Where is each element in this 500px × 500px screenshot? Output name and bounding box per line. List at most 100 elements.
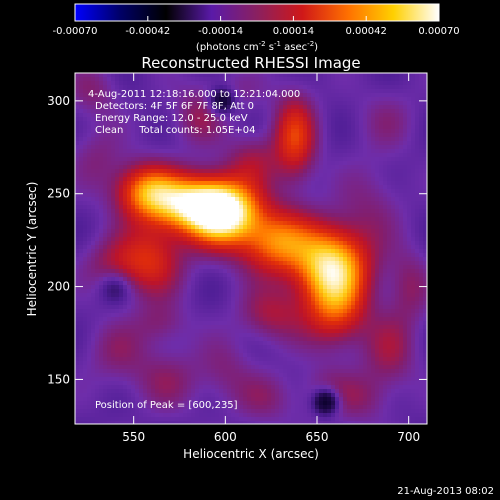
heatmap-cell: [259, 293, 264, 298]
heatmap-cell: [99, 193, 104, 198]
heatmap-cell: [111, 229, 116, 234]
heatmap-cell: [327, 177, 332, 182]
heatmap-cell: [347, 129, 352, 134]
heatmap-cell: [343, 253, 348, 258]
heatmap-cell: [403, 169, 408, 174]
heatmap-cell: [95, 89, 100, 94]
heatmap-cell: [195, 273, 200, 278]
heatmap-cell: [347, 177, 352, 182]
heatmap-cell: [267, 217, 272, 222]
heatmap-cell: [267, 105, 272, 110]
heatmap-cell: [339, 93, 344, 98]
heatmap-cell: [127, 109, 132, 114]
heatmap-cell: [163, 249, 168, 254]
heatmap-cell: [219, 201, 224, 206]
heatmap-cell: [343, 153, 348, 158]
heatmap-cell: [283, 93, 288, 98]
heatmap-cell: [387, 209, 392, 214]
heatmap-cell: [391, 209, 396, 214]
heatmap-cell: [403, 265, 408, 270]
heatmap-cell: [215, 289, 220, 294]
heatmap-cell: [163, 149, 168, 154]
heatmap-cell: [275, 225, 280, 230]
heatmap-cell: [279, 97, 284, 102]
heatmap-cell: [243, 257, 248, 262]
heatmap-cell: [163, 233, 168, 238]
heatmap-cell: [95, 205, 100, 210]
heatmap-cell: [199, 73, 204, 78]
heatmap-cell: [187, 129, 192, 134]
heatmap-cell: [207, 229, 212, 234]
heatmap-cell: [331, 121, 336, 126]
heatmap-cell: [207, 125, 212, 130]
heatmap-cell: [163, 245, 168, 250]
heatmap-cell: [115, 257, 120, 262]
heatmap-cell: [239, 185, 244, 190]
heatmap-cell: [171, 161, 176, 166]
heatmap-cell: [207, 109, 212, 114]
heatmap-cell: [367, 185, 372, 190]
heatmap-cell: [287, 117, 292, 122]
heatmap-cell: [239, 73, 244, 78]
heatmap-cell: [259, 149, 264, 154]
heatmap-cell: [83, 293, 88, 298]
heatmap-cell: [335, 261, 340, 266]
heatmap-cell: [371, 261, 376, 266]
heatmap-cell: [267, 165, 272, 170]
heatmap-cell: [379, 89, 384, 94]
heatmap-cell: [215, 177, 220, 182]
heatmap-cell: [251, 197, 256, 202]
heatmap-cell: [147, 297, 152, 302]
heatmap-cell: [275, 97, 280, 102]
heatmap-cell: [331, 253, 336, 258]
heatmap-cell: [199, 185, 204, 190]
heatmap-cell: [423, 97, 427, 102]
heatmap-cell: [335, 113, 340, 118]
heatmap-cell: [275, 281, 280, 286]
heatmap-cell: [239, 281, 244, 286]
heatmap-cell: [331, 249, 336, 254]
heatmap-cell: [307, 281, 312, 286]
heatmap-cell: [219, 137, 224, 142]
heatmap-cell: [383, 253, 388, 258]
heatmap-cell: [203, 205, 208, 210]
heatmap-cell: [207, 297, 212, 302]
heatmap-cell: [207, 193, 212, 198]
heatmap-cell: [223, 181, 228, 186]
heatmap-cell: [367, 213, 372, 218]
heatmap-cell: [139, 193, 144, 198]
heatmap-cell: [407, 141, 412, 146]
heatmap-cell: [231, 229, 236, 234]
heatmap-cell: [311, 109, 316, 114]
heatmap-cell: [167, 297, 172, 302]
heatmap-cell: [275, 149, 280, 154]
heatmap-cell: [147, 261, 152, 266]
heatmap-cell: [335, 289, 340, 294]
heatmap-cell: [279, 141, 284, 146]
heatmap-cell: [271, 177, 276, 182]
heatmap-cell: [79, 165, 84, 170]
heatmap-cell: [307, 141, 312, 146]
heatmap-cell: [103, 273, 108, 278]
heatmap-cell: [355, 241, 360, 246]
heatmap-cell: [227, 225, 232, 230]
heatmap-cell: [323, 289, 328, 294]
heatmap-cell: [99, 229, 104, 234]
heatmap-cell: [303, 181, 308, 186]
heatmap-cell: [167, 225, 172, 230]
heatmap-cell: [271, 165, 276, 170]
heatmap-cell: [271, 217, 276, 222]
heatmap-cell: [95, 253, 100, 258]
heatmap-cell: [91, 205, 96, 210]
heatmap-cell: [191, 185, 196, 190]
heatmap-cell: [95, 225, 100, 230]
heatmap-cell: [135, 113, 140, 118]
heatmap-cell: [231, 201, 236, 206]
heatmap-cell: [135, 209, 140, 214]
heatmap-cell: [387, 81, 392, 86]
heatmap-cell: [107, 273, 112, 278]
heatmap-cell: [115, 177, 120, 182]
heatmap-cell: [323, 225, 328, 230]
heatmap-cell: [311, 241, 316, 246]
heatmap-cell: [403, 93, 408, 98]
